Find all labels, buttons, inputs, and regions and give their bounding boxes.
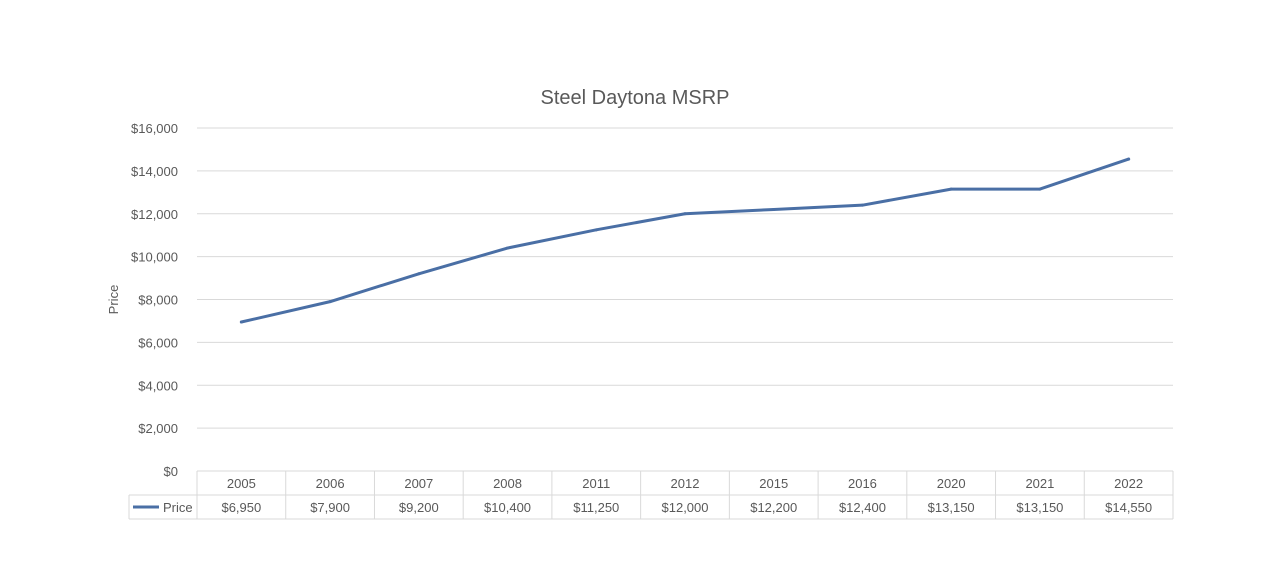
series-line-price	[239, 157, 1131, 324]
data-point	[1127, 157, 1131, 161]
y-tick-label: $0	[164, 464, 178, 479]
x-category-label: 2005	[227, 476, 256, 491]
x-category-label: 2011	[582, 476, 610, 491]
data-table-value: $13,150	[928, 500, 975, 515]
data-table-value: $7,900	[310, 500, 350, 515]
y-tick-label: $12,000	[131, 207, 178, 222]
x-category-label: 2016	[848, 476, 877, 491]
gridlines	[197, 127, 1173, 429]
y-tick-label: $6,000	[138, 335, 178, 350]
x-category-label: 2012	[671, 476, 700, 491]
y-tick-label: $2,000	[138, 421, 178, 436]
data-point	[772, 207, 776, 211]
y-axis-title: Price	[106, 285, 121, 315]
data-table-value: $10,400	[484, 500, 531, 515]
data-table-value: $12,200	[750, 500, 797, 515]
data-table-value: $13,150	[1016, 500, 1063, 515]
series-layer	[239, 157, 1131, 324]
data-table-value: $14,550	[1105, 500, 1152, 515]
y-tick-label: $14,000	[131, 164, 178, 179]
x-category-label: 2015	[759, 476, 788, 491]
data-table-value: $12,000	[662, 500, 709, 515]
x-category-label: 2007	[404, 476, 433, 491]
y-tick-label: $4,000	[138, 378, 178, 393]
data-table-value: $9,200	[399, 500, 439, 515]
x-category-label: 2022	[1114, 476, 1143, 491]
y-tick-label: $8,000	[138, 293, 178, 308]
data-table: 2005 $6,950 2006 $7,900 2007 $9,200 2008 $10,40…	[128, 470, 1174, 520]
data-point	[417, 272, 421, 276]
data-point	[949, 187, 953, 191]
data-table-value: $6,950	[221, 500, 261, 515]
data-table-value: $12,400	[839, 500, 886, 515]
x-category-label: 2008	[493, 476, 522, 491]
x-category-label: 2021	[1025, 476, 1054, 491]
y-axis-ticks: $0 $2,000 $4,000 $6,000 $8,000 $10,000 $12,000…	[131, 121, 178, 479]
chart-title: Steel Daytona MSRP	[541, 87, 730, 109]
data-point	[506, 246, 510, 250]
data-point	[239, 320, 243, 324]
data-point	[1038, 187, 1042, 191]
data-point	[860, 203, 864, 207]
data-point	[683, 212, 687, 216]
data-point	[594, 228, 598, 232]
legend-series-name: Price	[163, 500, 193, 515]
data-point	[328, 300, 332, 304]
data-table-value: $11,250	[573, 500, 619, 515]
x-category-label: 2006	[316, 476, 345, 491]
y-tick-label: $16,000	[131, 121, 178, 136]
x-category-label: 2020	[937, 476, 966, 491]
y-tick-label: $10,000	[131, 250, 178, 265]
